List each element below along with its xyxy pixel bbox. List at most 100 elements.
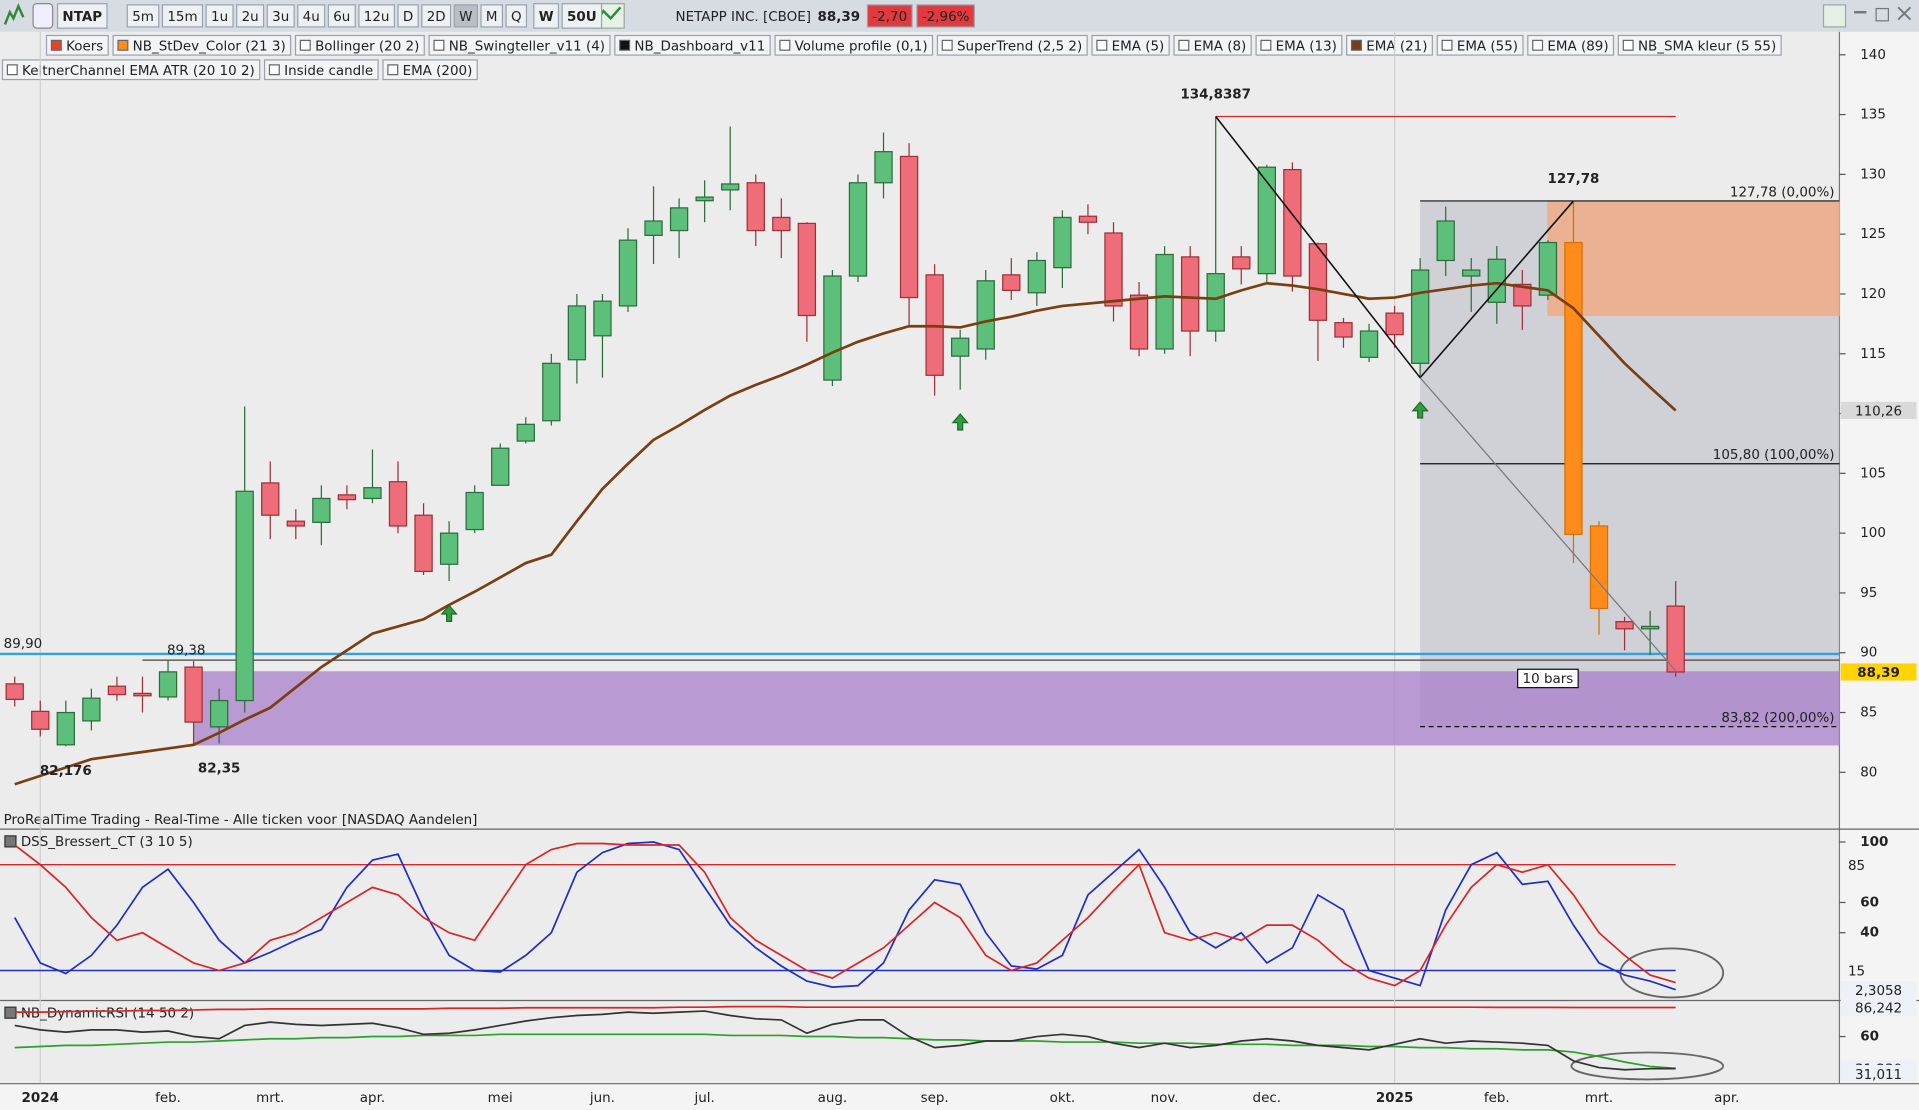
fib-label: 83,82 (200,00%) [1721, 711, 1834, 726]
indicator-chip[interactable] [774, 34, 934, 56]
candle-body [1487, 258, 1506, 303]
period-select-label: W [539, 10, 554, 25]
indicator-chip[interactable] [1255, 34, 1343, 56]
candle-body [823, 275, 842, 381]
indicator-chip[interactable] [614, 34, 771, 56]
timeframe-button[interactable] [327, 4, 356, 28]
timeframe-button-label: 2D [427, 10, 446, 25]
indicator-swatch[interactable] [1350, 39, 1362, 51]
candle-body [1385, 312, 1404, 336]
x-tick-label: 2025 [1376, 1091, 1413, 1106]
indicator-chip[interactable] [45, 34, 109, 56]
indicator-chip[interactable] [382, 59, 478, 81]
indicator-chip[interactable] [1091, 34, 1170, 56]
indicator-chip[interactable] [263, 59, 379, 81]
indicator-swatch[interactable] [268, 64, 280, 76]
minimize-icon[interactable] [1854, 11, 1867, 14]
y-tick-label: 95 [1860, 586, 1877, 601]
y-tick-label: 90 [1860, 646, 1877, 661]
bars-select[interactable] [561, 3, 603, 29]
indicator-chip[interactable] [1346, 34, 1433, 56]
candle-body [542, 362, 561, 422]
candle-body [1206, 273, 1225, 332]
period-select[interactable] [533, 3, 560, 29]
y-tick-label: 85 [1860, 706, 1877, 721]
timeframe-button[interactable] [358, 4, 395, 28]
app-icon[interactable] [3, 2, 25, 25]
indicator-chip[interactable] [936, 34, 1088, 56]
close-icon[interactable] [1897, 6, 1912, 21]
timeframe-button[interactable] [421, 4, 452, 28]
indicator-swatch[interactable] [6, 64, 18, 76]
symbol-select[interactable] [56, 3, 108, 29]
timeframe-button[interactable] [453, 4, 478, 28]
candle-body [312, 497, 331, 523]
last-price: 88,39 [818, 10, 861, 25]
timeframe-button-label: D [403, 10, 413, 25]
indicator-swatch[interactable] [779, 39, 791, 51]
level-label: 85 [1848, 859, 1865, 874]
indicator-chip[interactable] [294, 34, 425, 56]
timeframe-button[interactable] [205, 4, 234, 28]
axis-value-label: 86,242 [1855, 1002, 1902, 1017]
timeframe-button[interactable] [480, 4, 504, 28]
y-tick-label: 40 [1860, 926, 1879, 941]
change-pct-badge[interactable] [916, 4, 975, 28]
candle-body [82, 697, 101, 722]
indicator-chip-label: EMA (13) [1276, 40, 1337, 55]
timeframe-button[interactable] [161, 4, 204, 28]
indicator-swatch[interactable] [299, 39, 311, 51]
indicator-swatch[interactable] [619, 39, 631, 51]
indicator-chip[interactable] [1436, 34, 1524, 56]
indicator-chip[interactable] [1527, 34, 1615, 56]
axis-value-box [1840, 981, 1917, 999]
indicator-swatch[interactable] [117, 39, 129, 51]
y-tick-label: 120 [1860, 287, 1886, 302]
candle-body [158, 671, 178, 698]
candle-body [1334, 322, 1353, 338]
data-source: ProRealTime Trading - Real-Time - Alle t… [4, 813, 338, 828]
indicator-swatch[interactable] [387, 64, 399, 76]
indicator-swatch[interactable] [1178, 39, 1190, 51]
zone [192, 671, 1841, 746]
candle-body [5, 683, 24, 700]
indicator-swatch[interactable] [1260, 39, 1272, 51]
candle-body [593, 300, 612, 337]
maximize-icon[interactable] [1875, 7, 1889, 22]
indicator-chip[interactable] [1173, 34, 1252, 56]
indicator-swatch[interactable] [1096, 39, 1108, 51]
indicator-swatch[interactable] [1622, 39, 1634, 51]
candle-body [644, 220, 663, 236]
candle-body [1053, 216, 1072, 269]
indicator-line [13, 841, 1676, 991]
indicator-chip[interactable] [428, 34, 611, 56]
timeframe-button[interactable] [126, 4, 160, 28]
y-tick-label: 60 [1860, 895, 1879, 910]
timeframe-button[interactable] [505, 4, 528, 28]
x-tick-label: feb. [1484, 1091, 1510, 1106]
indicator-swatch[interactable] [941, 39, 953, 51]
change-badge[interactable] [866, 4, 913, 28]
fib-label: 105,80 (100,00%) [1713, 448, 1835, 463]
sync-icon[interactable] [1822, 4, 1847, 28]
indicator-swatch[interactable] [50, 39, 62, 51]
indicator-chip[interactable] [1617, 34, 1782, 56]
panel-title: NB_DynamicRSI (14 50 2) [21, 1006, 194, 1021]
x-tick-label: dec. [1253, 1091, 1281, 1106]
indicator-swatch[interactable] [433, 39, 445, 51]
indicator-chip-label: NB_Dashboard_v11 [634, 40, 765, 55]
indicator-chip[interactable] [1, 59, 261, 81]
timeframe-button[interactable] [236, 4, 265, 28]
timeframe-button[interactable] [266, 4, 295, 28]
signal-arrow [1411, 401, 1429, 419]
indicator-swatch[interactable] [1441, 39, 1453, 51]
candle-body [414, 514, 433, 573]
timeframe-button[interactable] [397, 4, 419, 28]
timeframe-button[interactable] [297, 4, 326, 28]
zone [1547, 200, 1841, 317]
indicator-chip[interactable] [112, 34, 292, 56]
signal-arrow [440, 604, 458, 622]
link-icon[interactable] [32, 3, 54, 29]
indicator-swatch[interactable] [1532, 39, 1544, 51]
